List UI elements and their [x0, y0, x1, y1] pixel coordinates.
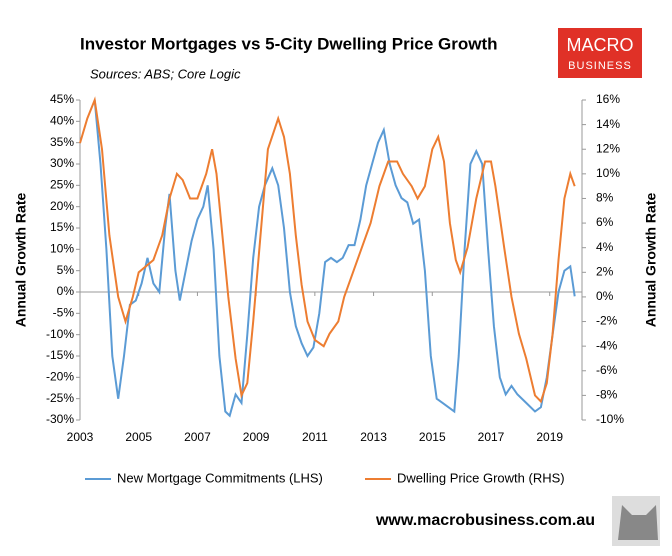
y2-tick-label: 2%	[596, 264, 614, 278]
y-tick-label: 35%	[50, 135, 74, 149]
y-tick-label: -30%	[46, 412, 74, 426]
y2-tick-label: -10%	[596, 412, 624, 426]
y-axis-label: Annual Growth Rate	[13, 193, 29, 328]
y2-tick-label: 14%	[596, 117, 620, 131]
legend-label: New Mortgage Commitments (LHS)	[117, 470, 323, 485]
x-tick-label: 2007	[184, 430, 211, 444]
x-tick-label: 2003	[67, 430, 94, 444]
website: www.macrobusiness.com.au	[375, 512, 595, 529]
x-tick-label: 2011	[302, 430, 328, 444]
x-tick-label: 2009	[243, 430, 270, 444]
x-tick-label: 2017	[478, 430, 505, 444]
y2-tick-label: -8%	[596, 388, 618, 402]
y-tick-label: 30%	[50, 156, 74, 170]
x-tick-label: 2019	[536, 430, 563, 444]
y2-tick-label: 4%	[596, 240, 614, 254]
y-tick-label: -20%	[46, 370, 74, 384]
y2-tick-label: 0%	[596, 289, 614, 303]
y-tick-label: 0%	[57, 284, 75, 298]
y2-tick-label: 8%	[596, 191, 614, 205]
series-line	[93, 99, 576, 418]
y2-tick-label: 12%	[596, 141, 620, 155]
y-tick-label: 45%	[50, 92, 74, 106]
chart-subtitle: Sources: ABS; Core Logic	[90, 66, 241, 81]
y-tick-label: 15%	[50, 220, 74, 234]
logo-text: MACRO	[567, 35, 634, 55]
legend-label: Dwelling Price Growth (RHS)	[397, 470, 565, 485]
y-tick-label: 5%	[57, 263, 75, 277]
y-tick-label: 20%	[50, 199, 74, 213]
y-tick-label: 25%	[50, 178, 74, 192]
y-tick-label: -10%	[46, 327, 74, 341]
y2-tick-label: -4%	[596, 338, 618, 352]
y-tick-label: 40%	[50, 114, 74, 128]
y2-tick-label: 10%	[596, 166, 620, 180]
x-tick-label: 2015	[419, 430, 446, 444]
y-tick-label: -15%	[46, 348, 74, 362]
y2-axis-label: Annual Growth Rate	[643, 193, 659, 328]
y-tick-label: 10%	[50, 242, 74, 256]
logo-text: BUSINESS	[568, 60, 632, 72]
chart-title: Investor Mortgages vs 5-City Dwelling Pr…	[80, 34, 498, 53]
x-tick-label: 2013	[360, 430, 387, 444]
y2-tick-label: -2%	[596, 314, 618, 328]
y-tick-label: -5%	[53, 306, 75, 320]
y2-tick-label: -6%	[596, 363, 618, 377]
wolf-icon	[612, 496, 660, 546]
y2-tick-label: 16%	[596, 92, 620, 106]
y-tick-label: -25%	[46, 391, 74, 405]
y2-tick-label: 6%	[596, 215, 614, 229]
x-tick-label: 2005	[125, 430, 152, 444]
logo-box	[558, 28, 642, 78]
series-line	[79, 96, 576, 404]
